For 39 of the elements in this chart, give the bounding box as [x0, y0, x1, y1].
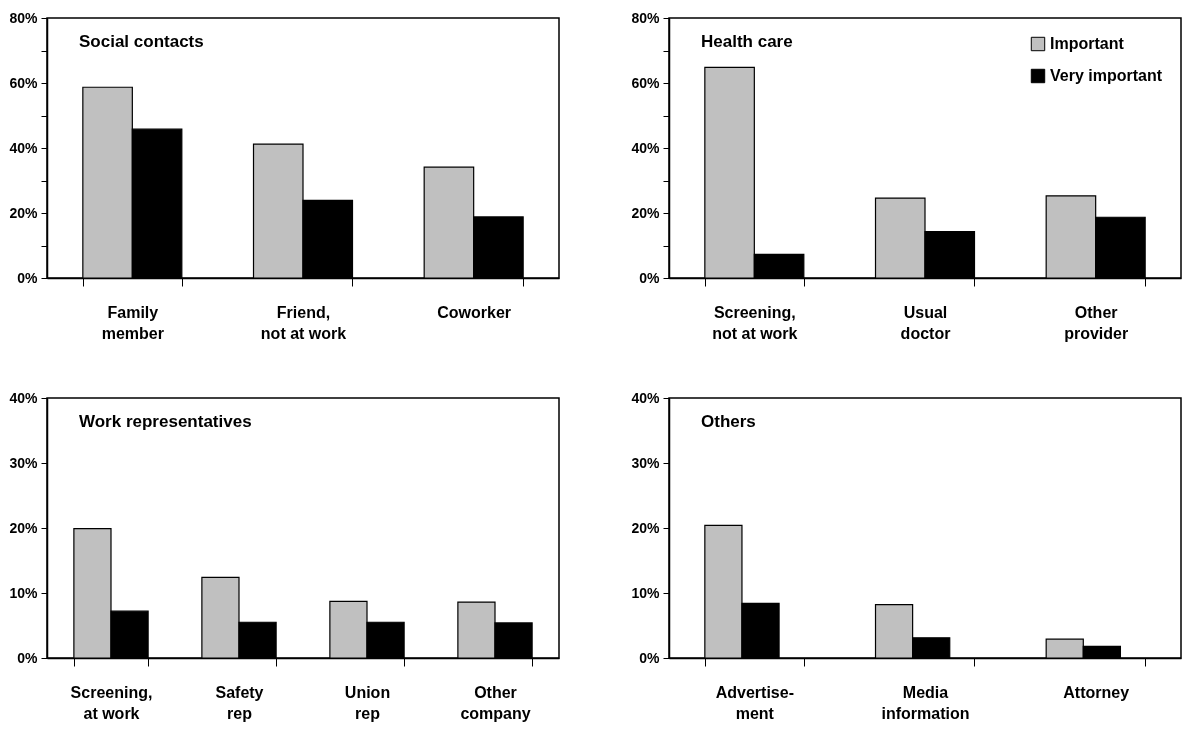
x-tick-label: Friend, not at work [260, 303, 347, 342]
y-tick-label: 10% [631, 584, 661, 601]
text: Work representatives [79, 412, 252, 431]
y-tick-label: 20% [631, 204, 661, 221]
x-tick-label: Screening, at work [70, 683, 153, 722]
y-tick-label: 20% [9, 519, 39, 536]
y-tick-label: 40% [9, 389, 39, 406]
y-tick-label: 0% [17, 649, 39, 666]
text: Others [701, 412, 756, 431]
y-tick-label: 0% [639, 269, 661, 286]
x-tick-label: Safety rep [215, 683, 264, 722]
y-tick-label: 60% [631, 74, 661, 91]
legend-label: Important [1050, 35, 1125, 52]
y-tick-label: 40% [9, 139, 39, 156]
x-tick-label: Media information [881, 683, 970, 722]
x-tick-label: Other provider [1064, 303, 1129, 342]
y-tick-label: 30% [9, 454, 39, 471]
legend-label: Very important [1050, 67, 1163, 84]
x-tick-label: Usual doctor [900, 303, 951, 342]
x-tick-label: Advertise- ment [715, 683, 794, 722]
x-tick-label: Attorney [1063, 683, 1130, 701]
y-tick-label: 40% [631, 139, 661, 156]
y-tick-label: 0% [17, 269, 39, 286]
y-tick-label: 80% [9, 9, 39, 26]
x-tick-label: Screening, not at work [712, 303, 798, 342]
x-tick-label: Coworker [437, 303, 512, 321]
y-tick-label: 0% [639, 649, 661, 666]
y-tick-label: 20% [9, 204, 39, 221]
x-tick-label: Union rep [344, 683, 391, 722]
x-tick-label: Other company [460, 683, 531, 722]
y-tick-label: 10% [9, 584, 39, 601]
y-tick-label: 30% [631, 454, 661, 471]
text: Social contacts [79, 32, 204, 51]
text: Health care [701, 32, 793, 51]
y-tick-label: 40% [631, 389, 661, 406]
x-tick-label: Family member [101, 303, 164, 342]
y-tick-label: 80% [631, 9, 661, 26]
y-tick-label: 60% [9, 74, 39, 91]
y-tick-label: 20% [631, 519, 661, 536]
